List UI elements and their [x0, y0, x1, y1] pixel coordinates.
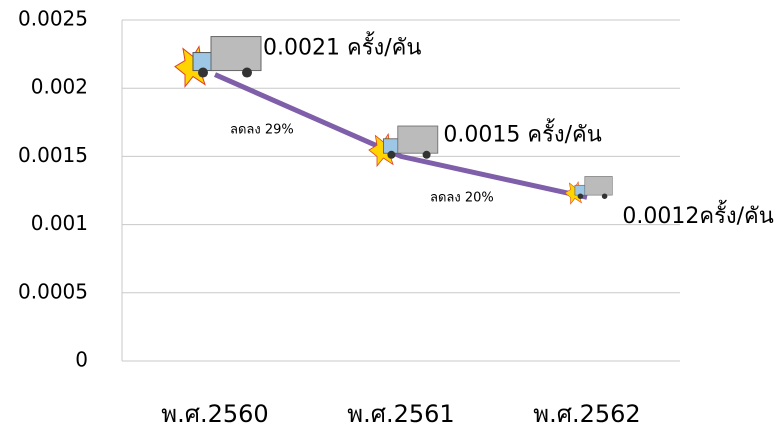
truck-wheel: [387, 151, 395, 159]
y-tick-label: 0.0015: [18, 143, 88, 167]
truck-box: [398, 126, 438, 153]
y-tick-label: 0.0005: [18, 279, 88, 303]
value-label: 0.0015 ครั้ง/คัน: [443, 119, 601, 148]
truck-wheel: [242, 68, 252, 78]
x-tick-label: พ.ศ.2561: [347, 400, 454, 427]
annotation: ลดลง 29%: [230, 123, 294, 138]
truck-icon: [175, 37, 261, 87]
y-tick-label: 0.002: [31, 75, 88, 99]
y-tick-label: 0: [75, 348, 88, 372]
truck-icon: [565, 176, 612, 204]
x-tick-label: พ.ศ.2560: [161, 400, 268, 427]
truck-box: [585, 176, 613, 195]
y-tick-label: 0.001: [31, 211, 88, 235]
truck-wheel: [578, 193, 584, 199]
truck-wheel: [602, 193, 608, 199]
x-tick-label: พ.ศ.2562: [533, 400, 640, 427]
truck-wheel: [423, 151, 431, 159]
truck-wheel: [198, 68, 208, 78]
value-label: 0.0021 ครั้ง/คัน: [263, 32, 421, 61]
value-label: 0.0012ครั้ง/คัน: [622, 200, 773, 229]
truck-box: [211, 37, 261, 71]
annotation: ลดลง 20%: [430, 191, 494, 206]
chart: 0 0.0005 0.001 0.0015 0.002 0.0025 พ.ศ.2560 พ.ศ…: [0, 0, 774, 427]
y-tick-label: 0.0025: [18, 7, 88, 31]
